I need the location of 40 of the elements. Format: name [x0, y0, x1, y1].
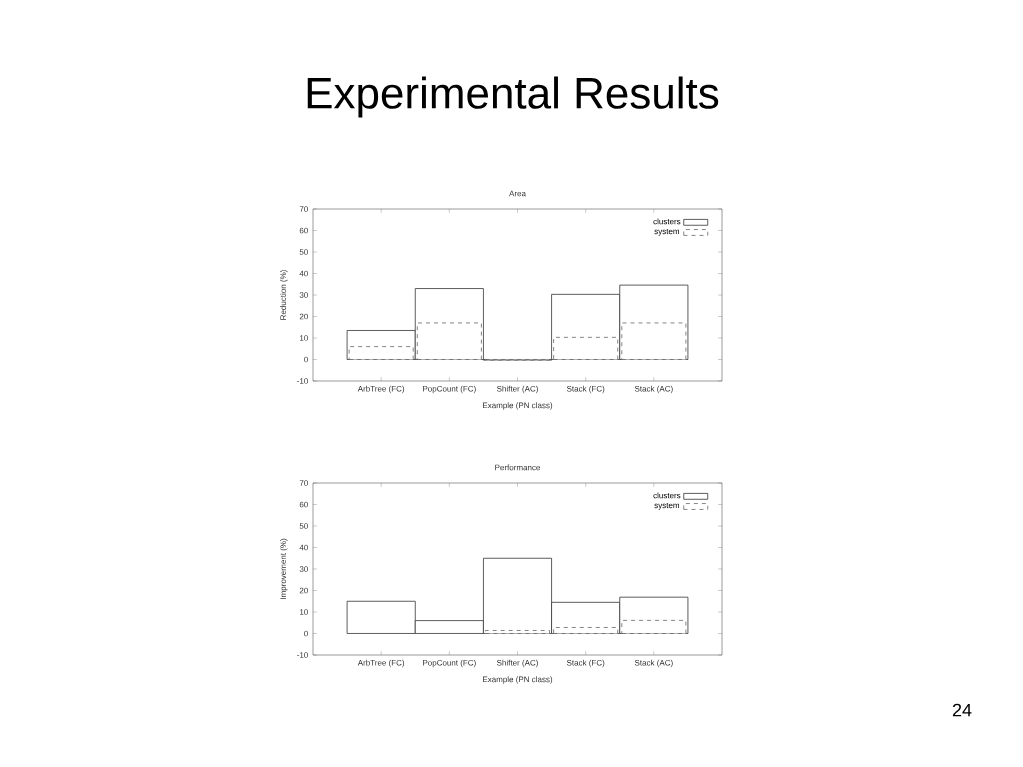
y-tick-label: 60 — [299, 501, 308, 508]
text: Experimental Results — [307, 76, 719, 118]
y-axis-title: Improvement (%) — [280, 538, 288, 599]
y-axis-title: Reduction (%) — [280, 270, 288, 320]
x-tick-label: ArbTree (FC) — [357, 659, 405, 668]
y-tick-label: 40 — [299, 544, 308, 551]
x-tick-label: Shifter (AC) — [496, 659, 538, 668]
x-tick-label: PopCount (FC) — [423, 385, 476, 394]
y-tick-label: 20 — [299, 587, 308, 594]
y-tick-label: 40 — [299, 270, 308, 277]
x-tick-label: Shifter (AC) — [496, 385, 538, 394]
y-tick-label: 0 — [304, 356, 308, 363]
x-tick-label: ArbTree (FC) — [357, 385, 405, 394]
y-tick-label: 30 — [299, 292, 308, 298]
text: 24 — [952, 703, 972, 717]
x-tick-label: PopCount (FC) — [423, 659, 476, 668]
x-axis-title: Example (PN class) — [483, 676, 553, 684]
y-tick-label: 10 — [300, 335, 308, 341]
y-tick-label: 20 — [299, 313, 308, 320]
y-tick-label: -10 — [297, 378, 308, 384]
x-tick-label: Stack (AC) — [634, 385, 673, 394]
y-tick-label: 50 — [299, 249, 308, 255]
y-tick-label: 70 — [299, 206, 308, 212]
y-tick-label: -10 — [297, 652, 308, 658]
y-tick-label: 30 — [299, 566, 308, 572]
y-tick-label: 60 — [299, 227, 308, 234]
chart-title: Performance — [495, 464, 541, 471]
x-tick-label: Stack (AC) — [634, 659, 673, 668]
y-tick-label: 50 — [299, 523, 308, 529]
legend-label: system — [654, 502, 680, 510]
x-axis-title: Example (PN class) — [483, 402, 553, 410]
legend-label: system — [654, 228, 680, 236]
x-tick-label: Stack (FC) — [566, 385, 605, 394]
x-tick-label: Stack (FC) — [566, 659, 605, 668]
y-tick-label: 10 — [300, 609, 308, 615]
legend-label: clusters — [653, 218, 681, 225]
legend-label: clusters — [653, 492, 681, 499]
y-tick-label: 70 — [299, 480, 308, 486]
chart-title: Area — [509, 190, 526, 197]
y-tick-label: 0 — [304, 630, 308, 637]
